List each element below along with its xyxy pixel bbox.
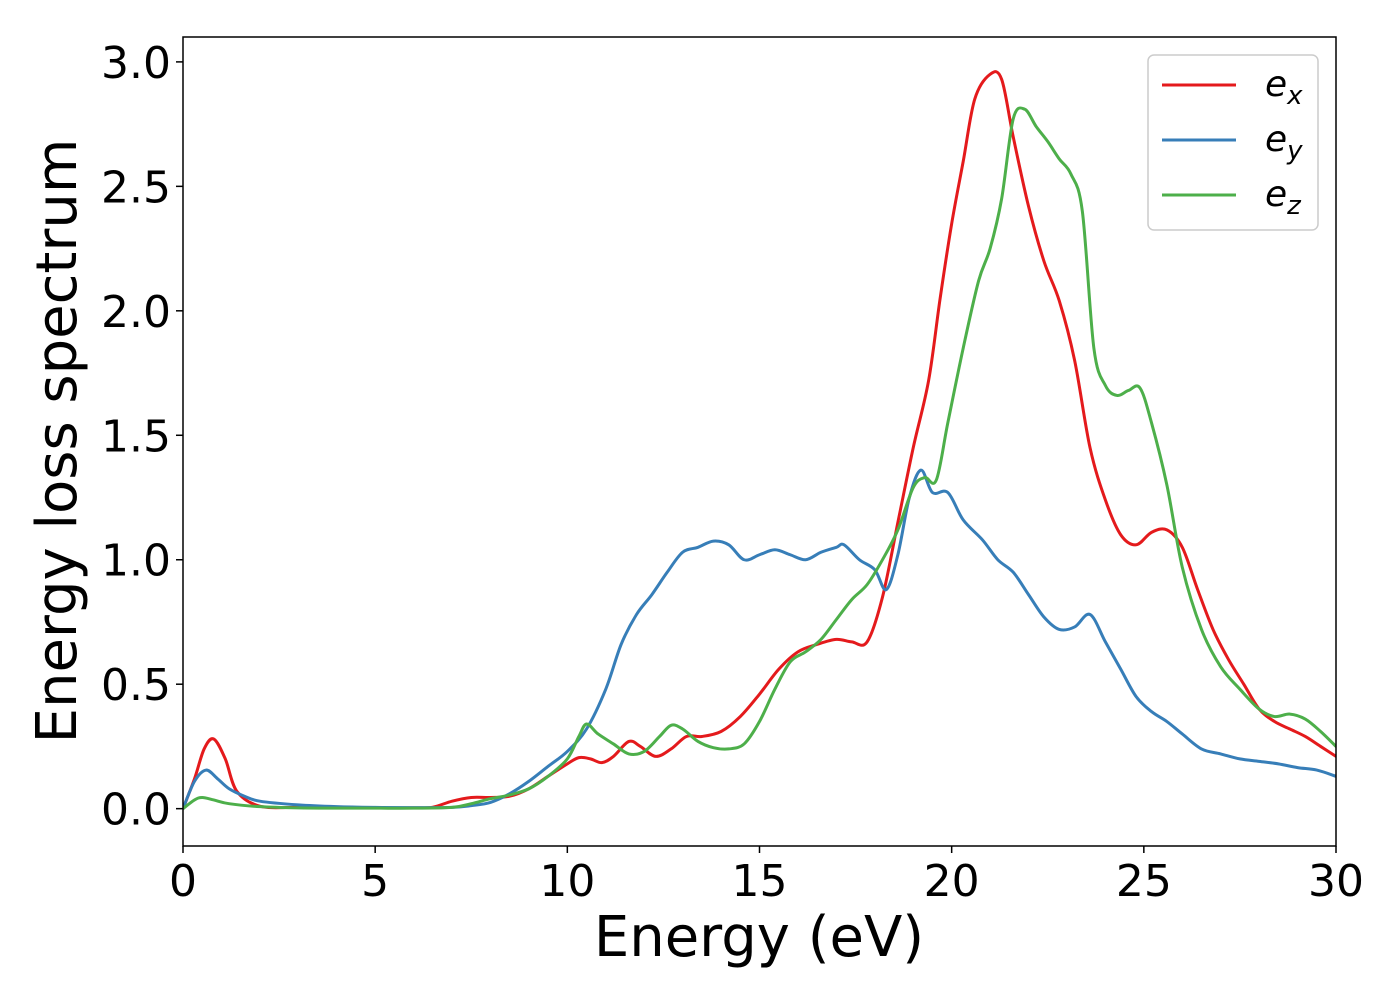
x-tick-label: 5	[361, 856, 389, 907]
legend-box	[1147, 54, 1319, 231]
series-line-y	[183, 468, 1336, 811]
axes: 0 5 10 15 20 25 30 0.0 0.5 1.0 1.5 2.0 2.5 3.0	[101, 36, 1364, 907]
y-tick-label: 0.5	[101, 660, 171, 711]
legend: ex ey ez	[1147, 54, 1319, 231]
y-tick-label: 3.0	[101, 38, 171, 89]
legend-label: ex	[1265, 64, 1303, 111]
x-tick-label: 30	[1308, 856, 1364, 907]
legend-label: ez	[1265, 174, 1302, 221]
y-tick-label: 1.0	[101, 536, 171, 587]
y-tick-label: 0.0	[101, 785, 171, 836]
y-tick-label: 2.0	[101, 287, 171, 338]
legend-label: ey	[1265, 119, 1303, 166]
y-tick-label: 1.5	[101, 411, 171, 462]
legend-item-z: ez	[1162, 174, 1302, 221]
series-line-x	[183, 70, 1336, 811]
x-tick-label: 0	[169, 856, 197, 907]
legend-item-x: ex	[1162, 64, 1303, 111]
x-tick-label: 20	[924, 856, 980, 907]
x-axis-label: Energy (eV)	[594, 905, 924, 970]
x-tick-label: 25	[1116, 856, 1172, 907]
y-tick-label: 2.5	[101, 162, 171, 213]
x-tick-label: 10	[539, 856, 595, 907]
y-axis-label: Energy loss spectrum	[25, 139, 90, 744]
x-tick-label: 15	[732, 856, 788, 907]
plot-area	[183, 70, 1336, 811]
series-line-z	[183, 106, 1336, 811]
legend-item-y: ey	[1162, 119, 1303, 166]
